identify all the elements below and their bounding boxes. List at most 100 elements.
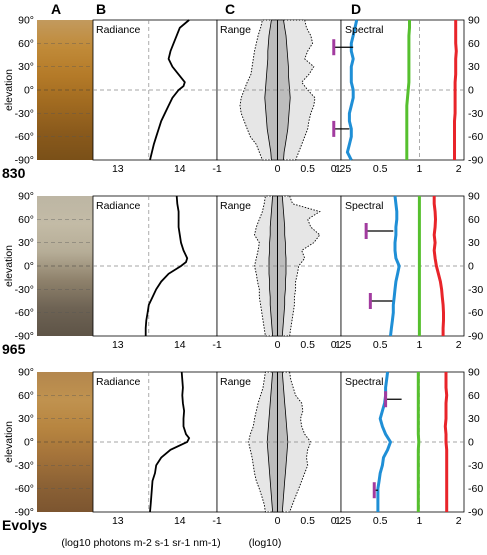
spectral-red-curve bbox=[443, 372, 449, 512]
range-tick-label: -1 bbox=[212, 163, 221, 175]
right-elevation-tick-label: 30 bbox=[468, 413, 480, 425]
range-tick-label: 1 bbox=[335, 163, 341, 175]
axis-unit-labels: (log10 photons m-2 s-1 sr-1 nm-1) (log10… bbox=[61, 537, 281, 549]
elevation-tick-label: 90° bbox=[18, 367, 34, 379]
right-elevation-tick-label: -60 bbox=[468, 307, 483, 319]
right-elevation-tick-label: 60 bbox=[468, 390, 480, 402]
range-tick-label: 1 bbox=[335, 515, 341, 527]
elevation-tick-label: 0° bbox=[24, 261, 34, 273]
spectral-panel-title: Spectral bbox=[345, 200, 384, 212]
spectral-tick-label: 1 bbox=[416, 339, 422, 351]
radiance-curve bbox=[149, 19, 190, 161]
range-tick-label: -1 bbox=[212, 339, 221, 351]
right-elevation-tick-label: 90 bbox=[468, 367, 480, 379]
right-elevation-tick-label: 30 bbox=[468, 237, 480, 249]
range-tick-label: 0 bbox=[275, 515, 281, 527]
column-headers: A B C D bbox=[51, 1, 361, 17]
radiance-tick-label: 13 bbox=[112, 163, 124, 175]
elevation-tick-label: -60° bbox=[15, 307, 34, 319]
elevation-tick-label: 60° bbox=[18, 390, 34, 402]
column-header-d: D bbox=[351, 1, 361, 17]
right-elevation-tick-label: 0 bbox=[468, 437, 474, 449]
elevation-tick-label: -30° bbox=[15, 460, 34, 472]
elevation-tick-label: -90° bbox=[15, 331, 34, 343]
panel-row-1: 90° 60° 30° 0° -30° -60° -90° elevation 830 Radia… bbox=[2, 15, 483, 182]
spectral-red-curve bbox=[453, 20, 458, 160]
spectral-tick-label: 2 bbox=[456, 515, 462, 527]
radiance-tick-label: 14 bbox=[174, 339, 186, 351]
column-header-b: B bbox=[96, 1, 106, 17]
panel-row-3: 90° 60° 30° 0° -30° -60° -90° elevation Evolys Ra… bbox=[2, 367, 483, 534]
elevation-tick-label: -30° bbox=[15, 108, 34, 120]
radiance-plot-frame bbox=[92, 195, 218, 337]
elevation-tick-label: 60° bbox=[18, 214, 34, 226]
radiance-tick-label: 14 bbox=[174, 163, 186, 175]
range-panel-title: Range bbox=[220, 200, 251, 212]
spectral-panel-title: Spectral bbox=[345, 24, 384, 36]
spectral-tick-label: 0.5 bbox=[373, 163, 388, 175]
range-tick-label: 0.5 bbox=[300, 163, 315, 175]
radiance-panel-title: Radiance bbox=[96, 200, 141, 212]
spectral-tick-label: 2 bbox=[456, 339, 462, 351]
column-header-a: A bbox=[51, 1, 61, 17]
elevation-tick-label: -90° bbox=[15, 507, 34, 519]
spectral-tick-label: 1 bbox=[416, 515, 422, 527]
elevation-axis-label: elevation bbox=[3, 245, 15, 287]
range-tick-label: 0.5 bbox=[300, 339, 315, 351]
radiance-tick-label: 13 bbox=[112, 515, 124, 527]
spectral-tick-label: 2 bbox=[456, 163, 462, 175]
radiance-tick-label: 13 bbox=[112, 339, 124, 351]
right-elevation-tick-label: -30 bbox=[468, 108, 483, 120]
right-elevation-tick-label: -30 bbox=[468, 460, 483, 472]
range-tick-label: -1 bbox=[212, 515, 221, 527]
elevation-tick-label: -90° bbox=[15, 155, 34, 167]
spectral-blue-curve bbox=[389, 195, 401, 337]
column-header-c: C bbox=[225, 1, 235, 17]
range-tick-label: 1 bbox=[335, 339, 341, 351]
elevation-axis-label: elevation bbox=[3, 69, 15, 111]
elevation-tick-label: 30° bbox=[18, 237, 34, 249]
spectral-green-curve bbox=[416, 372, 421, 512]
right-elevation-tick-label: -90 bbox=[468, 155, 483, 167]
elevation-tick-label: -30° bbox=[15, 284, 34, 296]
right-elevation-tick-label: 90 bbox=[468, 191, 480, 203]
range-tick-label: 0.5 bbox=[300, 515, 315, 527]
right-elevation-tick-label: 60 bbox=[468, 214, 480, 226]
elevation-tick-label: 90° bbox=[18, 191, 34, 203]
spectral-tick-label: 0.5 bbox=[373, 339, 388, 351]
radiance-curve bbox=[144, 195, 189, 336]
radiance-plot-frame bbox=[92, 371, 218, 513]
right-elevation-tick-label: -60 bbox=[468, 483, 483, 495]
spectral-red-curve bbox=[432, 196, 445, 336]
right-elevation-tick-label: 90 bbox=[468, 15, 480, 27]
spectral-tick-label: 0.5 bbox=[373, 515, 388, 527]
right-elevation-tick-label: -30 bbox=[468, 284, 483, 296]
range-tick-label: 0 bbox=[275, 339, 281, 351]
spectral-tick-label: 1 bbox=[416, 163, 422, 175]
camera-label: 830 bbox=[2, 165, 26, 181]
elevation-tick-label: 0° bbox=[24, 85, 34, 97]
radiance-curve bbox=[149, 371, 191, 513]
radiance-tick-label: 14 bbox=[174, 515, 186, 527]
elevation-tick-label: -60° bbox=[15, 131, 34, 143]
radiance-panel-title: Radiance bbox=[96, 24, 141, 36]
range-tick-label: 0 bbox=[275, 163, 281, 175]
elevation-tick-label: 30° bbox=[18, 413, 34, 425]
spectral-panel-title: Spectral bbox=[345, 376, 384, 388]
right-elevation-tick-label: -60 bbox=[468, 131, 483, 143]
radiance-units-label: (log10 photons m-2 s-1 sr-1 nm-1) bbox=[61, 537, 220, 549]
spectral-tick-label: 0.25 bbox=[331, 515, 352, 527]
range-panel-title: Range bbox=[220, 376, 251, 388]
right-elevation-tick-label: 60 bbox=[468, 38, 480, 50]
right-elevation-tick-label: 30 bbox=[468, 61, 480, 73]
elevation-tick-label: 0° bbox=[24, 437, 34, 449]
panel-row-2: 90° 60° 30° 0° -30° -60° -90° elevation 965 Radia… bbox=[2, 191, 483, 358]
right-elevation-tick-label: -90 bbox=[468, 507, 483, 519]
spectral-tick-label: 0.25 bbox=[331, 163, 352, 175]
elevation-tick-label: 90° bbox=[18, 15, 34, 27]
right-elevation-tick-label: -90 bbox=[468, 331, 483, 343]
spectral-green-curve bbox=[405, 20, 411, 160]
range-units-label: (log10) bbox=[249, 537, 282, 549]
range-panel-title: Range bbox=[220, 24, 251, 36]
